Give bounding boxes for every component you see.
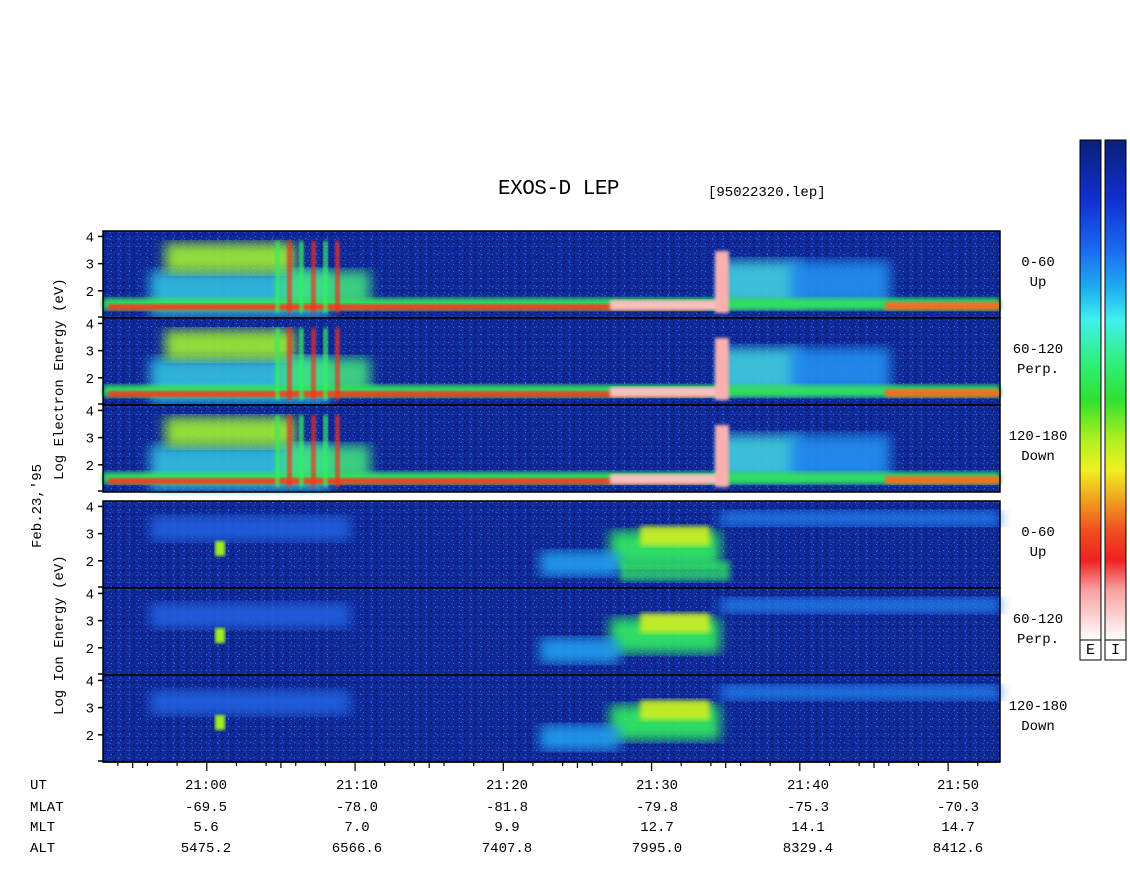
orbit-value: 5475.2 (180, 841, 232, 857)
orbit-value: -69.5 (184, 800, 227, 816)
y-tick-label: 2 (86, 459, 94, 475)
orbit-value: 21:10 (335, 778, 378, 794)
panel-electron-120-180: 4 3 2 (86, 404, 1001, 493)
orbit-value: 21:20 (485, 778, 528, 794)
orbit-value: 21:30 (635, 778, 678, 794)
pitch-direction: Perp. (1016, 362, 1059, 378)
pitch-direction: Down (1021, 719, 1055, 735)
pitch-label-2: 120-180 Down (1003, 427, 1073, 467)
y-tick-label: 2 (86, 372, 94, 388)
pitch-angle-range: 60-120 (1012, 612, 1064, 628)
chart-title: EXOS-D LEP (498, 178, 620, 201)
pitch-angle-range: 0-60 (1021, 525, 1055, 541)
pitch-label-4: 60-120 Perp. (1003, 610, 1073, 650)
pitch-label-3: 0-60 Up (1003, 523, 1073, 563)
orbit-value: -78.0 (335, 800, 378, 816)
orbit-row-label-mlat: MLAT (30, 800, 64, 816)
panel-ion-120-180: 4 3 2 (86, 674, 1001, 763)
axes-group (103, 761, 1000, 771)
y-tick-label: 2 (86, 285, 94, 301)
orbit-row-label-mlt: MLT (30, 820, 56, 836)
y-tick-label: 4 (86, 674, 94, 690)
pitch-angle-range: 120-180 (1008, 699, 1068, 715)
y-tick-label: 3 (86, 528, 94, 544)
y-tick-label: 2 (86, 729, 94, 745)
pitch-label-5: 120-180 Down (1003, 697, 1073, 737)
pitch-direction: Up (1029, 275, 1047, 291)
file-label: [95022320.lep] (708, 185, 826, 201)
pitch-label-1: 60-120 Perp. (1003, 340, 1073, 380)
pitch-direction: Perp. (1016, 632, 1059, 648)
y-tick-label: 3 (86, 702, 94, 718)
panel-ion-0-60: 4 3 2 (86, 500, 1001, 589)
orbit-row-label-alt: ALT (30, 841, 56, 857)
pitch-angle-range: 120-180 (1008, 429, 1068, 445)
electron-colorbar-label: E (1085, 642, 1095, 659)
orbit-value: 5.6 (193, 820, 219, 836)
orbit-value: 21:00 (184, 778, 227, 794)
y-tick-label: 4 (86, 230, 94, 246)
pitch-angle-range: 60-120 (1012, 342, 1064, 358)
pitch-label-0: 0-60 Up (1003, 253, 1073, 293)
orbit-value: 21:50 (936, 778, 979, 794)
orbit-value: 8329.4 (782, 841, 834, 857)
orbit-value: 14.7 (941, 820, 975, 836)
y-tick-label: 3 (86, 258, 94, 274)
colorbar-svg (1079, 139, 1127, 661)
orbit-value: -79.8 (635, 800, 678, 816)
panels-group: 4 3 2 4 3 2 4 3 2 4 3 2 4 3 2 4 3 2 (86, 230, 1001, 763)
pitch-direction: Down (1021, 449, 1055, 465)
orbit-row-label-ut: UT (30, 778, 47, 794)
pitch-angle-range: 0-60 (1021, 255, 1055, 271)
orbit-value: 8412.6 (932, 841, 984, 857)
orbit-value: 14.1 (791, 820, 825, 836)
orbit-value: 7995.0 (631, 841, 683, 857)
y-tick-label: 3 (86, 615, 94, 631)
ion-colorbar (1104, 139, 1127, 641)
y-tick-label: 4 (86, 404, 94, 420)
y-tick-label: 4 (86, 500, 94, 516)
orbit-value: 12.7 (640, 820, 674, 836)
ion-colorbar-label: I (1110, 642, 1120, 659)
orbit-value: -70.3 (936, 800, 979, 816)
y-tick-label: 2 (86, 555, 94, 571)
panel-electron-0-60: 4 3 2 (86, 230, 1001, 319)
orbit-value: 7.0 (344, 820, 370, 836)
y-tick-label: 4 (86, 317, 94, 333)
y-tick-label: 4 (86, 587, 94, 603)
pitch-direction: Up (1029, 545, 1047, 561)
orbit-value: 21:40 (786, 778, 829, 794)
orbit-value: -81.8 (485, 800, 528, 816)
orbit-value: 7407.8 (481, 841, 533, 857)
orbit-value: 6566.6 (331, 841, 383, 857)
panel-ion-60-120: 4 3 2 (86, 587, 1001, 676)
y-tick-label: 3 (86, 345, 94, 361)
electron-colorbar (1079, 139, 1102, 641)
orbit-value: -75.3 (786, 800, 829, 816)
y-tick-label: 2 (86, 642, 94, 658)
panel-electron-60-120: 4 3 2 (86, 317, 1001, 406)
orbit-value: 9.9 (494, 820, 520, 836)
y-tick-label: 3 (86, 432, 94, 448)
